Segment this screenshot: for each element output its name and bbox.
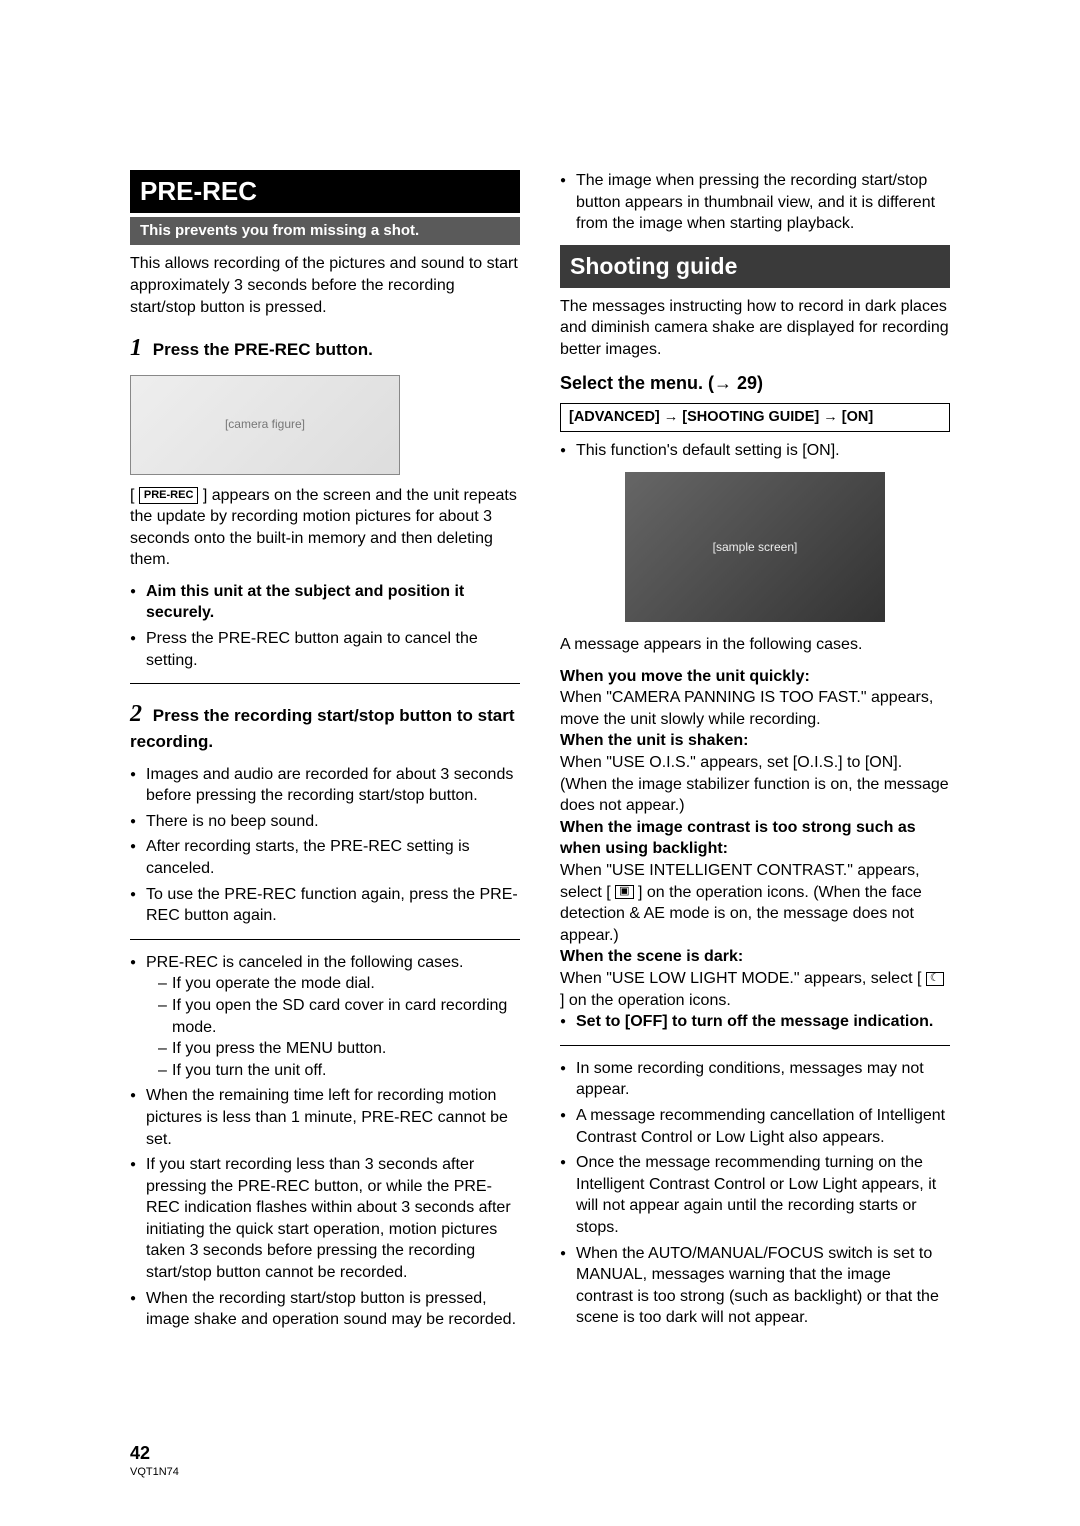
list-item: A message recommending cancellation of I… [560,1105,950,1148]
post-notes: In some recording conditions, messages m… [560,1058,950,1329]
off-note-list: Set to [OFF] to turn off the message ind… [560,1011,950,1033]
sample-screen-figure: [sample screen] [625,472,885,622]
step2-number: 2 [130,701,142,727]
list-item: Set to [OFF] to turn off the message ind… [560,1011,950,1033]
case4-body-1: When "USE LOW LIGHT MODE." appears, sele… [560,970,921,987]
step1-number: 1 [130,335,142,361]
menu-path: [ADVANCED] → [SHOOTING GUIDE] → [ON] [560,403,950,433]
divider [130,939,520,940]
list-item: The image when pressing the recording st… [560,170,950,235]
list-item: This function's default setting is [ON]. [560,440,950,462]
list-item: When the AUTO/MANUAL/FOCUS switch is set… [560,1243,950,1329]
divider [130,683,520,684]
case1-body: When "CAMERA PANNING IS TOO FAST." appea… [560,689,933,728]
list-item: Aim this unit at the subject and positio… [130,581,520,624]
step1-heading: 1 Press the PRE-REC button. [130,332,520,364]
step2-heading: 2 Press the recording start/stop button … [130,698,520,753]
list-item: If you turn the unit off. [158,1060,520,1082]
cancel-list: If you operate the mode dial. If you ope… [146,973,520,1081]
lowlight-icon: ☾ [926,972,944,986]
list-item: When the recording start/stop button is … [130,1288,520,1331]
list-item: When the remaining time left for recordi… [130,1085,520,1150]
right-column: The image when pressing the recording st… [560,170,950,1341]
list-item: If you press the MENU button. [158,1038,520,1060]
list-item: To use the PRE-REC function again, press… [130,884,520,927]
case2-body: When "USE O.I.S." appears, set [O.I.S.] … [560,754,949,814]
case3: When the image contrast is too strong su… [560,817,950,947]
prerec-title: PRE-REC [130,170,520,213]
document-id: VQT1N74 [130,1465,179,1480]
left-column: PRE-REC This prevents you from missing a… [130,170,520,1341]
case4-body-2: ] on the operation icons. [560,992,731,1009]
case1-heading: When you move the unit quickly: [560,668,810,685]
list-item: If you start recording less than 3 secon… [130,1154,520,1284]
step1-body: [ PRE-REC ] appears on the screen and th… [130,485,520,571]
step2-label: Press the recording start/stop button to… [130,706,515,750]
list-item: Press the PRE-REC button again to cancel… [130,628,520,671]
list-item: In some recording conditions, messages m… [560,1058,950,1101]
case4-heading: When the scene is dark: [560,948,743,965]
step1-bullets: Aim this unit at the subject and positio… [130,581,520,671]
cases-intro: A message appears in the following cases… [560,634,950,656]
contrast-icon: ▣ [615,885,633,899]
case3-heading: When the image contrast is too strong su… [560,819,916,858]
divider [560,1045,950,1046]
list-item: There is no beep sound. [130,811,520,833]
case1: When you move the unit quickly: When "CA… [560,666,950,731]
prerec-subtitle: This prevents you from missing a shot. [130,217,520,245]
page-footer: 42 VQT1N74 [130,1441,179,1480]
step1-label: Press the PRE-REC button. [153,340,373,359]
list-item: PRE-REC is canceled in the following cas… [130,952,520,1082]
right-top-bullet: The image when pressing the recording st… [560,170,950,235]
cancel-intro: PRE-REC is canceled in the following cas… [146,954,463,971]
step2-bullets: Images and audio are recorded for about … [130,764,520,927]
shooting-guide-title: Shooting guide [560,245,950,288]
default-note-list: This function's default setting is [ON]. [560,440,950,462]
list-item: If you operate the mode dial. [158,973,520,995]
list-item: After recording starts, the PRE-REC sett… [130,836,520,879]
prerec-intro: This allows recording of the pictures an… [130,253,520,318]
case2: When the unit is shaken: When "USE O.I.S… [560,730,950,816]
prerec-badge-icon: PRE-REC [139,487,199,504]
case2-heading: When the unit is shaken: [560,732,748,749]
list-item: If you open the SD card cover in card re… [158,995,520,1038]
page-number: 42 [130,1441,179,1465]
list-item: Once the message recommending turning on… [560,1152,950,1238]
select-menu-heading: Select the menu. (→ 29) [560,371,950,395]
shooting-guide-intro: The messages instructing how to record i… [560,296,950,361]
list-item: Images and audio are recorded for about … [130,764,520,807]
cancel-section: PRE-REC is canceled in the following cas… [130,952,520,1331]
case4: When the scene is dark: When "USE LOW LI… [560,946,950,1011]
camera-figure: [camera figure] [130,375,400,475]
